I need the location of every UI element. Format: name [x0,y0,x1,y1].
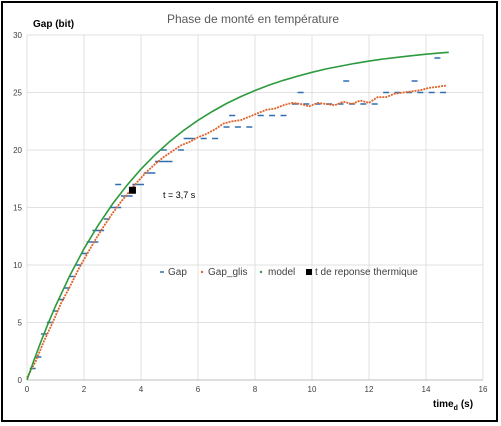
legend-response-label: t de reponse thermique [315,267,418,278]
x-tick-label: 2 [82,385,87,394]
legend-model-label: model [268,267,295,278]
legend-response-marker [306,269,312,275]
x-axis-label-unit: (s) [461,399,473,410]
y-tick-label: 15 [13,204,22,213]
x-tick-label: 12 [365,385,374,394]
x-axis-label-sub: d [454,405,458,412]
x-tick-label: 14 [422,385,431,394]
legend-model-marker [259,270,263,274]
series-model [26,51,449,381]
legend-gap-glis-marker [200,270,204,274]
x-tick-label: 0 [25,385,30,394]
y-tick-label: 5 [18,319,23,328]
x-tick-label: 4 [139,385,144,394]
gap-glis-line [26,84,447,379]
x-tick-label: 10 [308,385,317,394]
x-tick-label: 6 [196,385,201,394]
chart: 0 5 10 15 20 25 30 0 2 4 6 8 10 12 14 16 Phase de monté… [13,12,488,412]
y-tick-label: 0 [18,376,23,385]
y-tick-label: 25 [13,89,22,98]
x-tick-label: 8 [253,385,258,394]
annotation-response-time: t = 3,7 s [163,190,196,200]
series-gap-glis [26,84,447,379]
x-tick-label: 16 [479,385,488,394]
y-axis-label: Gap (bit) [33,19,74,30]
model-line [26,51,449,381]
series-response-time [128,186,136,194]
y-tick-label: 10 [13,261,22,270]
legend: Gap Gap_glis model t de reponse thermiqu… [160,267,418,278]
x-axis-label-main: time [433,399,454,410]
legend-gap-glis-label: Gap_glis [208,267,247,278]
grid [26,34,484,381]
series-gap [29,57,447,370]
x-axis-label: timed (s) [433,399,473,412]
y-tick-label: 30 [13,31,22,40]
response-time-point [128,186,136,194]
legend-gap-label: Gap [168,267,187,278]
y-tick-label: 20 [13,146,22,155]
axes: 0 5 10 15 20 25 30 0 2 4 6 8 10 12 14 16 [13,31,488,394]
chart-title: Phase de monté en température [167,12,339,26]
